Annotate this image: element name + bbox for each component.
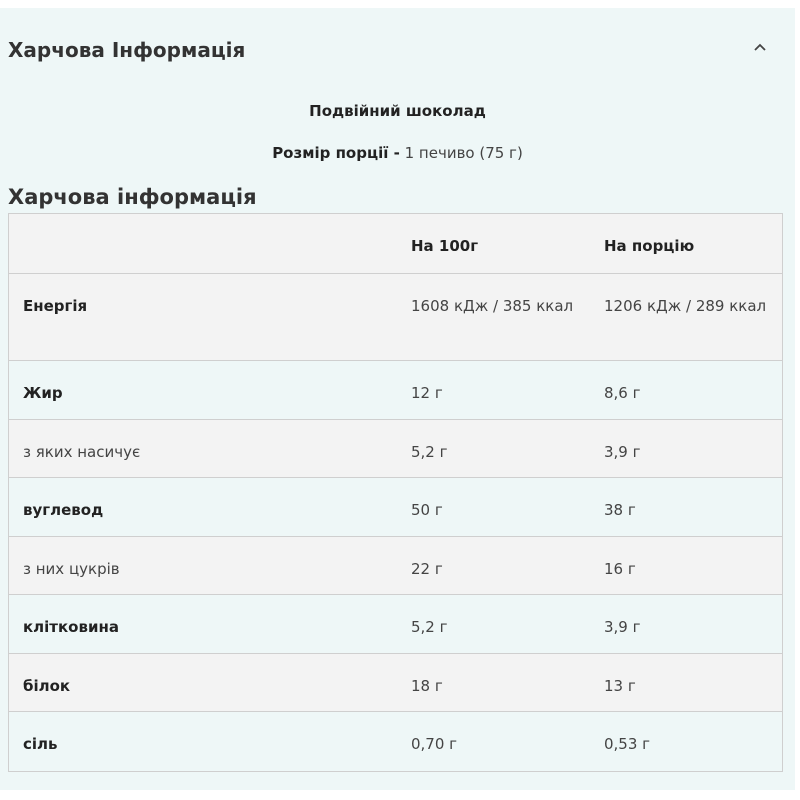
table-row: з яких насичує 5,2 г 3,9 г [9,419,782,478]
per-100g-value: 1608 кДж / 385 ккал [411,297,574,315]
column-header: На порцію [604,237,695,255]
nutrient-label: білок [23,676,71,695]
per-100g-value: 5,2 г [411,618,448,636]
product-name: Подвійний шоколад [309,102,486,120]
per-serving-value: 16 г [604,559,636,578]
nutrient-label: клітковина [23,618,119,636]
table-row: вуглевод 50 г 38 г [9,478,782,537]
serving-size: Розмір порції - 1 печиво (75 г) [0,144,795,162]
per-100g-value: 22 г [411,559,443,578]
per-serving-value: 13 г [604,676,636,695]
table-row: з них цукрів 22 г 16 г [9,536,782,595]
nutrition-panel: Харчова Інформація Подвійний шоколад Роз… [0,8,795,790]
per-serving-value: 38 г [604,501,636,519]
section-title: Харчова Інформація [8,38,246,62]
nutrition-table: На 100г На порцію Енергія 1608 кДж / 385 кк… [8,213,783,772]
serving-label: Розмір порції - [272,144,400,162]
per-100g-value: 50 г [411,501,443,519]
column-header: На 100г [411,237,479,255]
header-row: На 100г На порцію [9,214,782,274]
serving-value: 1 печиво (75 г) [404,144,523,162]
nutrient-label: з них цукрів [23,559,120,578]
nutrient-label: вуглевод [23,501,104,519]
per-serving-value: 8,6 г [604,384,641,402]
per-100g-value: 12 г [411,384,443,402]
table-row: клітковина 5,2 г 3,9 г [9,595,782,654]
per-100g-value: 5,2 г [411,442,448,461]
nutrient-label: Жир [23,384,63,402]
per-serving-value: 0,53 г [604,735,651,753]
per-serving-value: 3,9 г [604,618,641,636]
per-100g-value: 18 г [411,676,443,695]
per-serving-value: 3,9 г [604,442,641,461]
nutrient-label: з яких насичує [23,442,141,461]
table-row: білок 18 г 13 г [9,653,782,712]
nutrient-label: Енергія [23,297,88,315]
per-serving-value: 1206 кДж / 289 ккал [604,297,767,315]
table-row: Жир 12 г 8,6 г [9,361,782,420]
collapse-caret[interactable] [750,38,770,58]
table-row: сіль 0,70 г 0,53 г [9,712,782,771]
table-title: Харчова інформація [8,185,257,209]
per-100g-value: 0,70 г [411,735,458,753]
nutrient-label: сіль [23,735,58,753]
table-row: Енергія 1608 кДж / 385 ккал 1206 кДж / 289… [9,274,782,361]
